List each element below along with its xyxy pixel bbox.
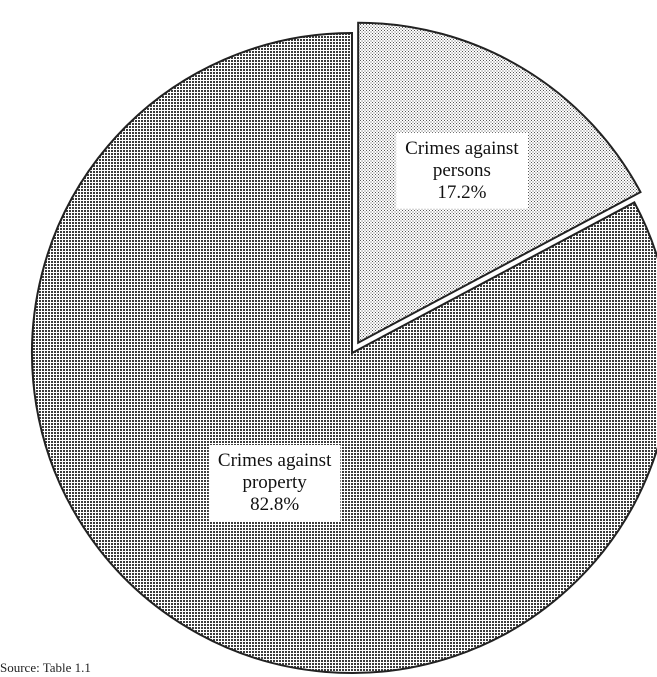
- slices-layer: [31, 21, 657, 674]
- slice-label-box: [208, 444, 341, 521]
- slice-category-label: property: [242, 472, 307, 493]
- slice-category-label: Crimes against: [405, 138, 519, 159]
- slice-value-label: 17.2%: [437, 182, 486, 203]
- slice-category-label: persons: [433, 160, 491, 181]
- slice-value-label: 82.8%: [250, 494, 299, 515]
- pie-slice-2: [31, 31, 657, 674]
- slice-label-box: [396, 132, 528, 209]
- source-note: Source: Table 1.1: [0, 660, 91, 675]
- slice-category-label: Crimes against: [218, 450, 332, 471]
